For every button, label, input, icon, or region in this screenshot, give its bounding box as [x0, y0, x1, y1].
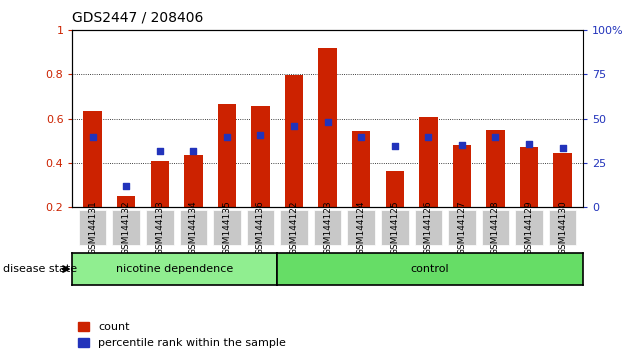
Text: GDS2447 / 208406: GDS2447 / 208406 — [72, 11, 204, 25]
Bar — [180, 210, 207, 245]
Point — [323, 119, 333, 125]
Bar — [419, 118, 438, 207]
Bar — [280, 210, 308, 245]
Point — [490, 135, 500, 140]
Text: control: control — [410, 264, 449, 274]
Text: GSM144134: GSM144134 — [189, 200, 198, 255]
Bar — [117, 196, 135, 207]
Bar — [386, 171, 404, 207]
Point — [390, 143, 400, 149]
Point — [88, 135, 98, 140]
Point — [188, 148, 198, 154]
Text: GSM144122: GSM144122 — [290, 200, 299, 255]
Bar — [347, 210, 375, 245]
Point — [289, 124, 299, 129]
Point — [457, 142, 467, 148]
Bar — [146, 210, 173, 245]
Text: GSM144124: GSM144124 — [357, 200, 365, 255]
Bar — [79, 210, 106, 245]
Bar — [83, 111, 102, 207]
Bar — [415, 210, 442, 245]
Point — [121, 183, 131, 189]
Legend: count, percentile rank within the sample: count, percentile rank within the sample — [78, 322, 286, 348]
Text: GSM144129: GSM144129 — [525, 200, 534, 255]
Bar — [247, 210, 274, 245]
Point — [155, 148, 165, 154]
Point — [255, 132, 265, 138]
Text: nicotine dependence: nicotine dependence — [116, 264, 233, 274]
Bar — [217, 104, 236, 207]
Bar — [213, 210, 241, 245]
Bar — [151, 161, 169, 207]
Bar — [112, 210, 140, 245]
Bar — [515, 210, 543, 245]
Bar — [314, 210, 341, 245]
Bar — [520, 147, 538, 207]
Text: GSM144128: GSM144128 — [491, 200, 500, 255]
Bar — [553, 153, 572, 207]
Text: GSM144131: GSM144131 — [88, 200, 97, 255]
Bar — [318, 48, 337, 207]
Point — [356, 135, 366, 140]
Text: GSM144126: GSM144126 — [424, 200, 433, 255]
Bar — [184, 155, 202, 207]
Text: GSM144135: GSM144135 — [222, 200, 231, 255]
Point — [558, 145, 568, 151]
Text: GSM144127: GSM144127 — [457, 200, 466, 255]
Text: disease state: disease state — [3, 264, 77, 274]
Text: GSM144133: GSM144133 — [155, 200, 164, 255]
Point — [524, 141, 534, 147]
Bar — [448, 210, 476, 245]
Point — [222, 135, 232, 140]
Bar — [285, 75, 303, 207]
Bar — [381, 210, 408, 245]
Text: GSM144125: GSM144125 — [390, 200, 399, 255]
Bar — [251, 107, 270, 207]
Point — [423, 135, 433, 140]
Bar — [549, 210, 576, 245]
Text: GSM144132: GSM144132 — [122, 200, 130, 255]
Bar — [453, 145, 471, 207]
Bar — [482, 210, 509, 245]
Text: GSM144130: GSM144130 — [558, 200, 567, 255]
Text: GSM144123: GSM144123 — [323, 200, 332, 255]
Bar — [352, 131, 370, 207]
Text: GSM144136: GSM144136 — [256, 200, 265, 255]
Bar — [486, 130, 505, 207]
